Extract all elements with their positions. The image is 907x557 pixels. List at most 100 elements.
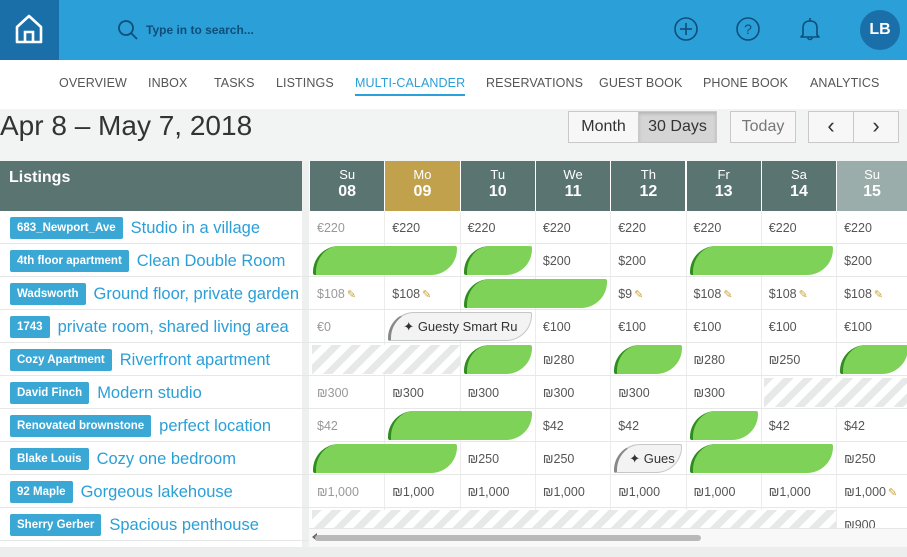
- nightly-price[interactable]: ₪300: [392, 386, 423, 400]
- nightly-price[interactable]: €100: [543, 320, 571, 334]
- day-header[interactable]: We 11: [535, 161, 611, 211]
- listing-badge[interactable]: 4th floor apartment: [10, 250, 129, 272]
- day-header[interactable]: Su 15: [837, 161, 907, 211]
- nightly-price[interactable]: €220: [618, 221, 646, 235]
- nightly-price[interactable]: ₪250: [468, 452, 499, 466]
- nav-item-reservations[interactable]: RESERVATIONS: [486, 76, 584, 90]
- nightly-price[interactable]: ₪1,000: [543, 485, 585, 499]
- avatar[interactable]: LB: [860, 10, 900, 50]
- nightly-price[interactable]: $42: [317, 419, 338, 433]
- nightly-price[interactable]: ₪1,000: [694, 485, 736, 499]
- nightly-price[interactable]: $42: [769, 419, 790, 433]
- nightly-price[interactable]: ₪250: [844, 452, 875, 466]
- listing-name[interactable]: Ground floor, private garden: [93, 284, 300, 303]
- help-icon[interactable]: ?: [735, 16, 761, 42]
- guesty-reservation-bar[interactable]: ✦ Gues: [614, 444, 683, 473]
- day-header[interactable]: Su 08: [310, 161, 385, 211]
- nightly-price[interactable]: ₪300: [694, 386, 725, 400]
- nav-item-listings[interactable]: LISTINGS: [276, 76, 334, 90]
- next-period-button[interactable]: ›: [853, 111, 899, 143]
- reservation-bar[interactable]: [614, 345, 683, 374]
- listing-badge[interactable]: 1743: [10, 316, 50, 338]
- nav-item-phone-book[interactable]: PHONE BOOK: [703, 76, 789, 90]
- day-header[interactable]: Fr 13: [686, 161, 761, 211]
- horizontal-scrollbar[interactable]: [309, 528, 907, 547]
- today-button[interactable]: Today: [730, 111, 796, 143]
- listing-row-label[interactable]: David Finch Modern studio: [10, 382, 202, 404]
- nightly-price[interactable]: $200: [618, 254, 646, 268]
- listing-name[interactable]: Studio in a village: [130, 218, 260, 237]
- day-header[interactable]: Tu 10: [460, 161, 535, 211]
- month-view-button[interactable]: Month: [568, 111, 639, 143]
- nightly-price[interactable]: ₪280: [543, 353, 574, 367]
- nightly-price[interactable]: $42: [618, 419, 639, 433]
- listing-row-label[interactable]: 4th floor apartment Clean Double Room: [10, 250, 285, 272]
- nightly-price[interactable]: €0: [317, 320, 331, 334]
- listing-row-label[interactable]: Wadsworth Ground floor, private garden: [10, 283, 299, 305]
- reservation-bar[interactable]: [463, 279, 608, 308]
- nightly-price[interactable]: €100: [844, 320, 872, 334]
- nightly-price[interactable]: ₪1,000: [468, 485, 510, 499]
- nightly-price[interactable]: $108 ✎: [844, 287, 883, 301]
- listing-name[interactable]: Spacious penthouse: [109, 515, 259, 534]
- listing-name[interactable]: Gorgeous lakehouse: [80, 482, 233, 501]
- listing-row-label[interactable]: Sherry Gerber Spacious penthouse: [10, 514, 259, 536]
- thirty-days-view-button[interactable]: 30 Days: [638, 111, 717, 143]
- nightly-price[interactable]: $9 ✎: [618, 287, 643, 301]
- nightly-price[interactable]: €100: [618, 320, 646, 334]
- listing-row-label[interactable]: 1743 private room, shared living area: [10, 316, 289, 338]
- nightly-price[interactable]: €100: [769, 320, 797, 334]
- guesty-reservation-bar[interactable]: ✦ Guesty Smart Ru: [388, 312, 532, 341]
- listing-name[interactable]: perfect location: [159, 416, 272, 435]
- nightly-price[interactable]: €220: [468, 221, 496, 235]
- nightly-price[interactable]: ₪1,000: [618, 485, 660, 499]
- nightly-price[interactable]: €100: [694, 320, 722, 334]
- nightly-price[interactable]: ₪250: [543, 452, 574, 466]
- listing-badge[interactable]: David Finch: [10, 382, 90, 404]
- listing-name[interactable]: private room, shared living area: [57, 317, 289, 336]
- nightly-price[interactable]: $42: [844, 419, 865, 433]
- listing-name[interactable]: Riverfront apartment: [119, 350, 271, 369]
- listing-row-label[interactable]: 92 Maple Gorgeous lakehouse: [10, 481, 233, 503]
- nightly-price[interactable]: ₪1,000: [317, 485, 359, 499]
- bell-icon[interactable]: [797, 16, 823, 42]
- nightly-price[interactable]: $108 ✎: [317, 287, 356, 301]
- listing-badge[interactable]: 92 Maple: [10, 481, 73, 503]
- reservation-bar[interactable]: [313, 246, 457, 275]
- listing-row-label[interactable]: Cozy Apartment Riverfront apartment: [10, 349, 270, 371]
- nav-item-guest-book[interactable]: GUEST BOOK: [599, 76, 683, 90]
- nightly-price[interactable]: ₪1,000: [769, 485, 811, 499]
- nightly-price[interactable]: ₪1,000: [392, 485, 434, 499]
- prev-period-button[interactable]: ‹: [808, 111, 854, 143]
- search-input[interactable]: [146, 18, 406, 42]
- listing-badge[interactable]: Renovated brownstone: [10, 415, 152, 437]
- listing-row-label[interactable]: Renovated brownstone perfect location: [10, 415, 271, 437]
- listing-badge[interactable]: Cozy Apartment: [10, 349, 112, 371]
- listing-row-label[interactable]: 683_Newport_Ave Studio in a village: [10, 217, 260, 239]
- reservation-bar[interactable]: [313, 444, 457, 473]
- listing-badge[interactable]: Wadsworth: [10, 283, 86, 305]
- search-icon[interactable]: [117, 19, 139, 41]
- nightly-price[interactable]: ₪300: [468, 386, 499, 400]
- nightly-price[interactable]: €220: [769, 221, 797, 235]
- nightly-price[interactable]: €220: [317, 221, 345, 235]
- reservation-bar[interactable]: [689, 411, 758, 440]
- nightly-price[interactable]: $108 ✎: [694, 287, 733, 301]
- nightly-price[interactable]: ₪300: [618, 386, 649, 400]
- listing-badge[interactable]: Blake Louis: [10, 448, 89, 470]
- nav-item-inbox[interactable]: INBOX: [148, 76, 188, 90]
- scroll-left-icon[interactable]: [312, 533, 317, 541]
- reservation-bar[interactable]: [840, 345, 907, 374]
- listing-name[interactable]: Modern studio: [97, 383, 202, 402]
- nav-item-overview[interactable]: OVERVIEW: [59, 76, 127, 90]
- nightly-price[interactable]: ₪300: [317, 386, 348, 400]
- nightly-price[interactable]: €220: [844, 221, 872, 235]
- day-header[interactable]: Th 12: [611, 161, 686, 211]
- listing-row-label[interactable]: Blake Louis Cozy one bedroom: [10, 448, 236, 470]
- nightly-price[interactable]: €220: [392, 221, 420, 235]
- listing-name[interactable]: Clean Double Room: [136, 251, 286, 270]
- nav-item-tasks[interactable]: TASKS: [214, 76, 255, 90]
- nightly-price[interactable]: $200: [543, 254, 571, 268]
- nightly-price[interactable]: $108 ✎: [392, 287, 431, 301]
- nightly-price[interactable]: ₪300: [543, 386, 574, 400]
